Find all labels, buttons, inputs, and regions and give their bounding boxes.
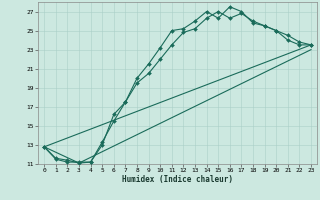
X-axis label: Humidex (Indice chaleur): Humidex (Indice chaleur)	[122, 175, 233, 184]
